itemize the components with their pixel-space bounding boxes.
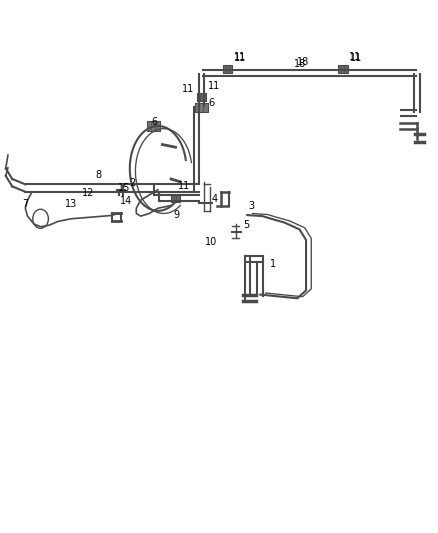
Text: 11: 11: [234, 53, 247, 63]
Bar: [195, 103, 208, 112]
Text: 13: 13: [64, 199, 77, 209]
Text: 11: 11: [349, 52, 361, 62]
Text: 11: 11: [178, 181, 190, 191]
Bar: [197, 93, 206, 101]
Text: 11: 11: [234, 52, 247, 62]
Text: 9: 9: [173, 209, 180, 220]
Text: 4: 4: [212, 193, 218, 204]
Text: 3: 3: [249, 200, 255, 211]
Text: 14: 14: [120, 196, 132, 206]
Text: 11: 11: [350, 53, 362, 63]
Text: 6: 6: [208, 98, 214, 108]
Text: 7: 7: [22, 199, 28, 209]
Bar: [338, 65, 348, 74]
Text: 12: 12: [82, 188, 94, 198]
Text: 1: 1: [270, 259, 276, 269]
Text: 11: 11: [182, 84, 194, 94]
Bar: [147, 121, 160, 131]
Text: 15: 15: [118, 183, 131, 193]
Text: 18: 18: [294, 59, 306, 69]
Bar: [223, 65, 233, 74]
Text: 6: 6: [152, 117, 158, 127]
Text: 2: 2: [129, 178, 135, 188]
Text: 18: 18: [297, 58, 310, 67]
Bar: [171, 194, 180, 203]
Text: 8: 8: [95, 170, 101, 180]
Text: 10: 10: [205, 237, 217, 247]
Text: 5: 5: [243, 220, 249, 230]
Text: 11: 11: [208, 81, 220, 91]
